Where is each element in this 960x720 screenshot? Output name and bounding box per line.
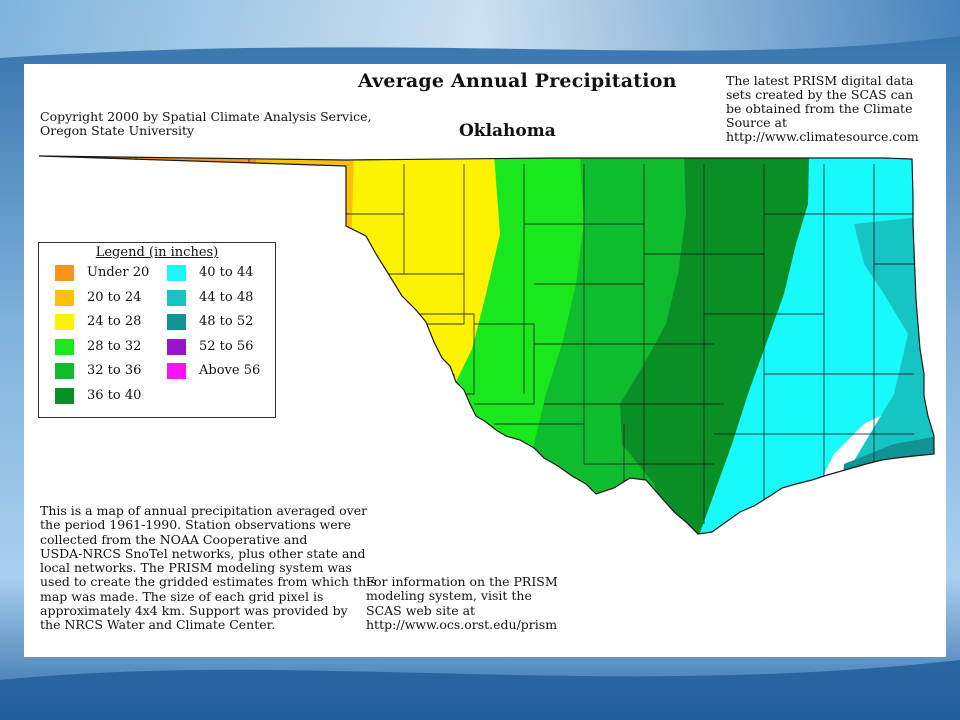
- legend-swatch: [55, 314, 74, 330]
- legend-swatch: [55, 387, 74, 404]
- prism-info-note: For information on the PRISM modeling sy…: [366, 574, 558, 632]
- legend-label: 32 to 36: [87, 363, 142, 378]
- band-28-32: [438, 156, 599, 534]
- legend-swatch: [167, 265, 186, 281]
- legend-label: 28 to 32: [87, 338, 142, 354]
- band-48-52: [834, 434, 934, 534]
- legend-label: 44 to 48: [199, 289, 254, 305]
- oklahoma-precipitation-map: [38, 155, 935, 535]
- description-text: This is a map of annual precipitation av…: [40, 503, 377, 633]
- legend-swatch: [55, 363, 74, 379]
- band-52-56: [859, 456, 934, 534]
- legend-swatch: [55, 338, 74, 355]
- legend-label: 24 to 28: [87, 314, 142, 329]
- legend-swatch: [167, 363, 186, 379]
- legend-swatch: [55, 289, 74, 306]
- legend-label: 40 to 44: [199, 265, 254, 280]
- legend-label: Above 56: [199, 363, 261, 378]
- legend-swatch: [55, 265, 74, 281]
- legend-label: 48 to 52: [199, 314, 254, 329]
- legend-title: Legend (in inches): [95, 245, 219, 260]
- county-boundaries: [135, 156, 914, 524]
- legend: Legend (in inches) Under 20 20 to 24 24 to…: [38, 242, 276, 418]
- legend-label: Under 20: [87, 265, 150, 280]
- map-title: Average Annual Precipitation: [358, 70, 677, 92]
- legend-label: 36 to 40: [87, 387, 142, 403]
- band-44-48: [804, 214, 934, 534]
- legend-label: 20 to 24: [87, 289, 142, 305]
- legend-label: 52 to 56: [199, 338, 254, 354]
- legend-swatch: [167, 338, 186, 355]
- map-subtitle: Oklahoma: [459, 121, 556, 141]
- legend-swatch: [167, 314, 186, 330]
- map-panel: Average Annual Precipitation Oklahoma Co…: [24, 64, 946, 657]
- prism-data-note: The latest PRISM digital data sets creat…: [726, 73, 919, 144]
- legend-swatch: [167, 289, 186, 306]
- band-36-40: [620, 156, 819, 534]
- copyright-text: Copyright 2000 by Spatial Climate Analys…: [40, 109, 372, 138]
